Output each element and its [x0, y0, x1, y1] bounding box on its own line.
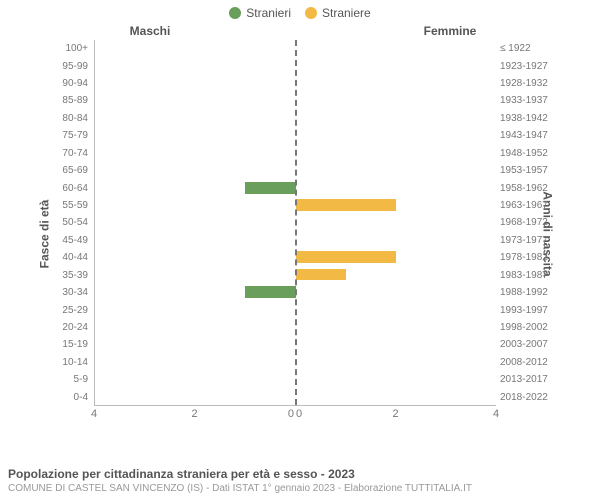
y-tick-birth: 1923-1927: [496, 57, 550, 74]
y-tick-age: 5-9: [60, 371, 92, 388]
y-tick-age: 100+: [60, 40, 92, 57]
x-tick: 0: [296, 408, 302, 420]
y-tick-birth: 1968-1972: [496, 214, 550, 231]
y-tick-birth: 2008-2012: [496, 354, 550, 371]
y-tick-age: 0-4: [60, 388, 92, 405]
x-tick: 0: [288, 408, 294, 420]
y-tick-birth: 2003-2007: [496, 336, 550, 353]
y-labels-birth: ≤ 19221923-19271928-19321933-19371938-19…: [496, 40, 550, 406]
bar-female: [296, 199, 396, 211]
y-tick-age: 20-24: [60, 319, 92, 336]
y-tick-birth: 1958-1962: [496, 179, 550, 196]
y-tick-age: 15-19: [60, 336, 92, 353]
y-tick-birth: 1973-1977: [496, 232, 550, 249]
y-tick-age: 90-94: [60, 75, 92, 92]
y-tick-birth: 1938-1942: [496, 110, 550, 127]
footer-subtitle: COMUNE DI CASTEL SAN VINCENZO (IS) - Dat…: [8, 483, 592, 494]
legend-label-male: Stranieri: [246, 6, 291, 20]
y-tick-age: 50-54: [60, 214, 92, 231]
footer: Popolazione per cittadinanza straniera p…: [8, 467, 592, 494]
y-labels-age: 100+95-9990-9485-8980-8475-7970-7465-696…: [60, 40, 92, 406]
bar-male: [245, 182, 295, 194]
y-tick-birth: 2018-2022: [496, 388, 550, 405]
y-tick-birth: 1998-2002: [496, 319, 550, 336]
legend-label-female: Straniere: [322, 6, 371, 20]
y-tick-age: 10-14: [60, 354, 92, 371]
y-tick-birth: 1953-1957: [496, 162, 550, 179]
bar-male: [245, 286, 295, 298]
y-tick-age: 80-84: [60, 110, 92, 127]
bar-female: [296, 269, 346, 281]
y-tick-age: 70-74: [60, 145, 92, 162]
header-male: Maschi: [0, 24, 300, 38]
y-tick-birth: ≤ 1922: [496, 40, 550, 57]
y-tick-birth: 1983-1987: [496, 266, 550, 283]
y-tick-age: 65-69: [60, 162, 92, 179]
y-axis-title-left: Fasce di età: [37, 200, 51, 269]
y-tick-birth: 1933-1937: [496, 92, 550, 109]
column-headers: Maschi Femmine: [0, 24, 600, 38]
legend-item-male: Stranieri: [229, 6, 291, 20]
legend: Stranieri Straniere: [0, 0, 600, 20]
x-tick: 2: [191, 408, 197, 420]
y-tick-age: 45-49: [60, 232, 92, 249]
legend-item-female: Straniere: [305, 6, 371, 20]
chart: Fasce di età Anni di nascita 100+95-9990…: [62, 40, 538, 428]
bar-female: [296, 251, 396, 263]
y-tick-birth: 1963-1967: [496, 197, 550, 214]
x-tick: 4: [493, 408, 499, 420]
y-tick-age: 60-64: [60, 179, 92, 196]
y-tick-age: 25-29: [60, 301, 92, 318]
y-tick-age: 30-34: [60, 284, 92, 301]
x-tick: 2: [392, 408, 398, 420]
legend-swatch-female: [305, 7, 317, 19]
y-tick-age: 35-39: [60, 266, 92, 283]
plot-area: [94, 40, 496, 406]
y-tick-birth: 1948-1952: [496, 145, 550, 162]
legend-swatch-male: [229, 7, 241, 19]
y-tick-birth: 1978-1982: [496, 249, 550, 266]
y-tick-age: 75-79: [60, 127, 92, 144]
y-tick-birth: 1943-1947: [496, 127, 550, 144]
y-tick-birth: 1928-1932: [496, 75, 550, 92]
y-tick-birth: 2013-2017: [496, 371, 550, 388]
y-tick-age: 55-59: [60, 197, 92, 214]
x-axis-ticks: 4 2 00 2 4: [94, 406, 496, 428]
y-tick-age: 95-99: [60, 57, 92, 74]
y-tick-age: 85-89: [60, 92, 92, 109]
footer-title: Popolazione per cittadinanza straniera p…: [8, 467, 592, 481]
header-female: Femmine: [300, 24, 600, 38]
y-tick-birth: 1993-1997: [496, 301, 550, 318]
y-tick-age: 40-44: [60, 249, 92, 266]
center-divider: [295, 40, 297, 405]
x-tick: 4: [91, 408, 97, 420]
y-tick-birth: 1988-1992: [496, 284, 550, 301]
